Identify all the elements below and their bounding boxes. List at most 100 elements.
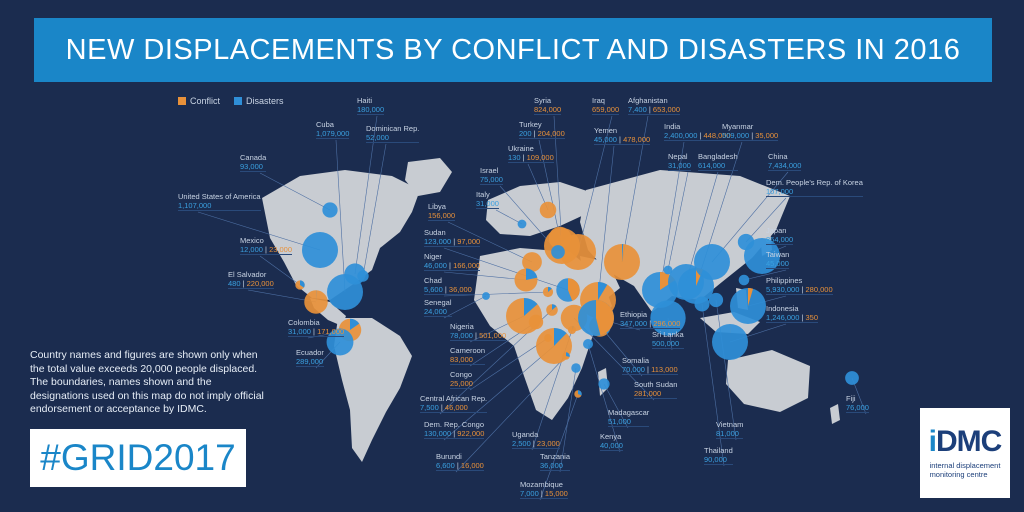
country-label-dem-rep-congo: Dem. Rep. Congo 130,000 | 922,000	[424, 420, 485, 439]
value-separator: |	[799, 313, 806, 322]
disasters-value: 2,500	[512, 439, 531, 448]
conflict-value: 478,000	[623, 135, 651, 144]
bubble-slice-colombia	[350, 318, 360, 330]
bubble-israel	[551, 245, 565, 259]
country-values: 12,000 | 23,000	[240, 245, 293, 255]
bubble-slice-niger	[526, 268, 538, 280]
conflict-value: 280,000	[805, 285, 833, 294]
conflict-value: 156,000	[428, 211, 456, 220]
value-separator: |	[616, 135, 624, 144]
country-label-italy: Italy 31,000	[476, 190, 499, 209]
leader-line-iraq	[577, 115, 613, 253]
bubble-vietnam	[708, 292, 724, 308]
country-label-bangladesh: Bangladesh 614,000	[698, 152, 738, 171]
disasters-value: 123,000	[424, 237, 452, 246]
disasters-value: 2,400,000	[664, 131, 698, 140]
bubble-china	[694, 244, 730, 280]
disasters-value: 45,000	[594, 135, 617, 144]
disasters-value: 480	[228, 279, 241, 288]
leader-line-tanzania	[559, 367, 577, 473]
bubble-united-states-of-america	[302, 232, 338, 268]
country-values: 614,000	[698, 161, 738, 171]
country-name: Canada	[240, 153, 267, 162]
country-name: Libya	[428, 202, 446, 211]
bubble-slice-mexico	[300, 280, 305, 288]
country-label-nigeria: Nigeria 78,000 | 501,000	[450, 322, 507, 341]
country-name: Kenya	[600, 432, 622, 441]
country-label-burundi: Burundi 6,600 | 16,000	[436, 452, 484, 471]
map-disclaimer: Country names and figures are shown only…	[30, 349, 264, 415]
conflict-value: 448,000	[703, 131, 731, 140]
country-label-philippines: Philippines 5,930,000 | 280,000	[766, 276, 833, 295]
disasters-value: 7,400	[628, 105, 647, 114]
value-separator: |	[451, 429, 458, 438]
country-name: Sri Lanka	[652, 330, 684, 339]
bubble-taiwan	[738, 274, 750, 286]
bubble-slice-nigeria	[524, 298, 538, 316]
country-label-ukraine: Ukraine 130 | 109,000	[508, 144, 554, 163]
disasters-value: 347,000	[620, 319, 648, 328]
bubble-slice-burundi	[566, 352, 570, 357]
country-label-uganda: Uganda 2,500 | 23,000	[512, 430, 560, 449]
country-label-israel: Israel 75,000	[480, 166, 503, 185]
value-separator: |	[530, 439, 537, 448]
conflict-value: 23,000	[269, 245, 293, 254]
leader-line-taiwan	[743, 269, 787, 281]
disasters-value: 76,000	[846, 403, 869, 412]
leader-line-syria	[553, 115, 563, 247]
conflict-value: 824,000	[534, 105, 562, 114]
country-name: Taiwan	[766, 250, 790, 259]
value-separator: |	[538, 489, 545, 498]
disasters-value: 509,000	[722, 131, 750, 140]
value-separator: |	[749, 131, 756, 140]
country-name: Afghanistan	[628, 96, 668, 105]
value-separator: |	[442, 285, 449, 294]
country-label-sudan: Sudan 123,000 | 97,000	[424, 228, 481, 247]
value-separator: |	[262, 245, 270, 254]
country-name: Senegal	[424, 298, 452, 307]
conflict-value: 659,000	[592, 105, 620, 114]
leader-line-dominican-rep	[362, 143, 387, 277]
bubble-canada	[322, 202, 338, 218]
disasters-value: 7,500	[420, 403, 439, 412]
disasters-value: 7,000	[520, 489, 539, 498]
country-label-united-states-of-america: United States of America 1,107,000	[178, 192, 261, 211]
conflict-value: 350	[805, 313, 819, 322]
disasters-value: 1,246,000	[766, 313, 800, 322]
country-name: Congo	[450, 370, 473, 379]
country-name: Sudan	[424, 228, 446, 237]
country-values: 31,000 | 171,000	[288, 327, 345, 337]
country-label-mexico: Mexico 12,000 | 23,000	[240, 236, 293, 255]
value-separator: |	[647, 319, 654, 328]
country-values: 31,000	[668, 161, 691, 171]
disasters-value: 130,000	[424, 429, 452, 438]
country-label-senegal: Senegal 24,000	[424, 298, 452, 317]
country-label-taiwan: Taiwan 45,000	[766, 250, 790, 269]
map-legend: Conflict Disasters	[178, 96, 284, 106]
country-values: 130,000 | 922,000	[424, 429, 485, 439]
disasters-value: 75,000	[480, 175, 503, 184]
conflict-value: 25,000	[450, 379, 473, 388]
bubble-madagascar	[598, 378, 610, 390]
disasters-value: 130	[508, 153, 521, 162]
country-name: Thailand	[704, 446, 733, 455]
disasters-value: 31,000	[288, 327, 311, 336]
leader-line-niger	[443, 271, 527, 281]
legend-conflict-label: Conflict	[190, 96, 221, 106]
country-label-mozambique: Mozambique 7,000 | 15,000	[520, 480, 568, 499]
country-label-fiji: Fiji 76,000	[846, 394, 869, 413]
leader-line-sudan	[443, 247, 569, 291]
conflict-value: 97,000	[457, 237, 481, 246]
leader-line-thailand	[701, 303, 725, 467]
disasters-value: 12,000	[240, 245, 263, 254]
conflict-value: 281,000	[634, 389, 662, 398]
country-values: 24,000	[424, 307, 452, 317]
country-label-colombia: Colombia 31,000 | 171,000	[288, 318, 345, 337]
disasters-value: 5,600	[424, 285, 443, 294]
country-label-india: India 2,400,000 | 448,000	[664, 122, 731, 141]
value-separator: |	[454, 461, 461, 470]
country-values: 7,400 | 653,000	[628, 105, 681, 115]
disasters-value: 81,000	[716, 429, 739, 438]
bubble-cuba	[327, 274, 363, 310]
country-name: Japan	[766, 226, 787, 235]
